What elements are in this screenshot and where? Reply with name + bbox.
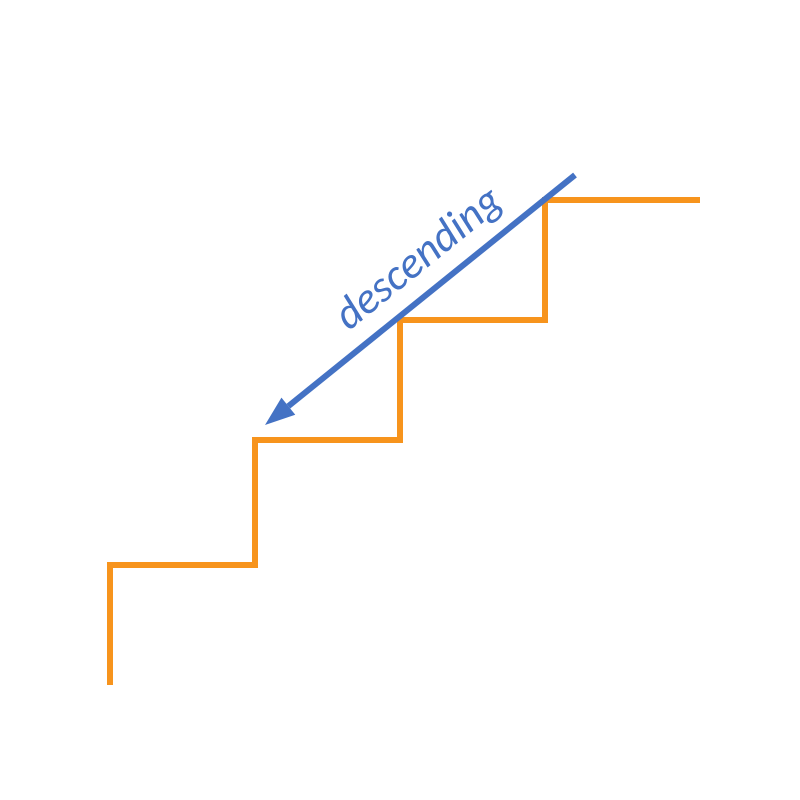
- arrow-label: descending: [322, 172, 512, 340]
- staircase-diagram: descending: [0, 0, 800, 800]
- descending-arrow: [265, 175, 575, 425]
